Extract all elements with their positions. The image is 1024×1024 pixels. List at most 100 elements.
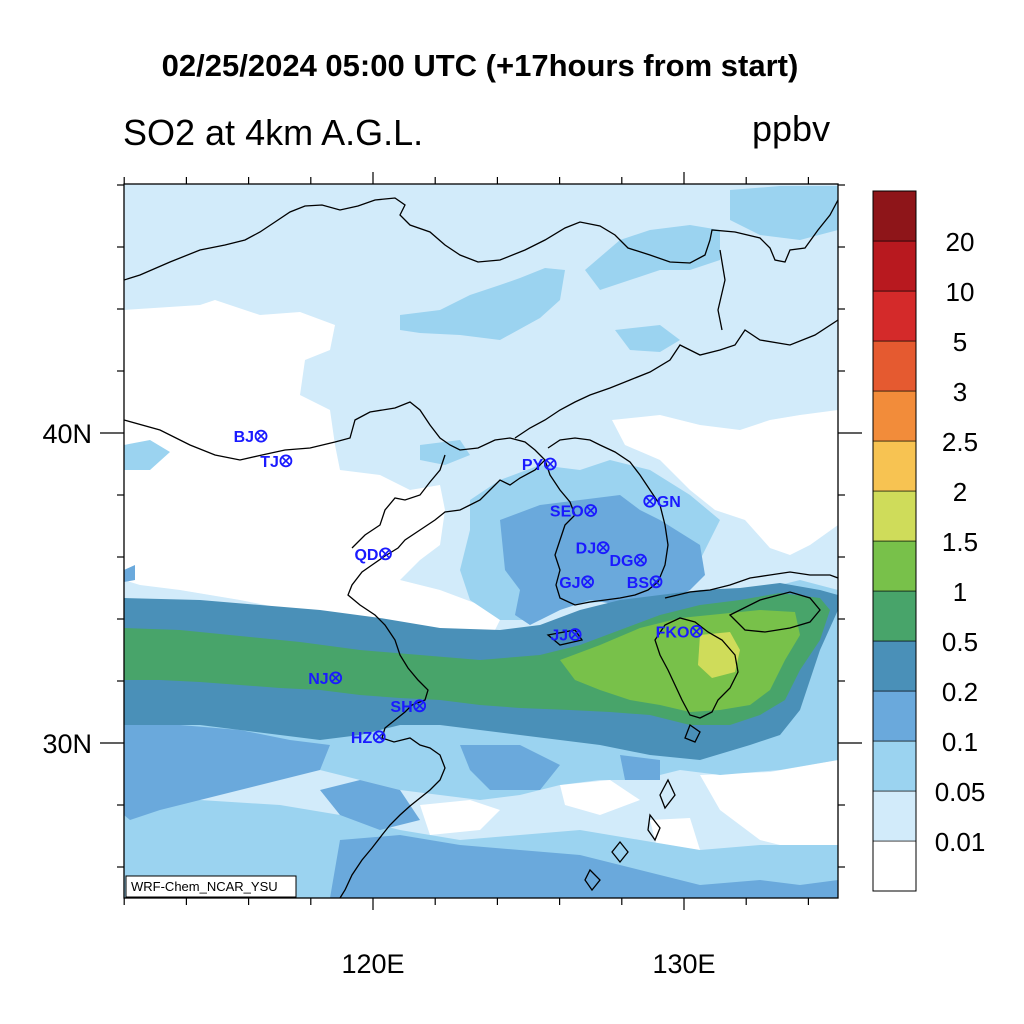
main-title: 02/25/2024 05:00 UTC (+17hours from star… <box>161 48 799 83</box>
colorbar-label: 0.5 <box>942 627 978 657</box>
light-green-region <box>560 610 800 712</box>
city-py: PY <box>522 457 557 474</box>
colorbar-box <box>872 790 917 842</box>
city-label: SH <box>390 699 412 716</box>
colorbar-label: 2.5 <box>942 427 978 457</box>
colorbar-label: 0.2 <box>942 677 978 707</box>
colorbar-box <box>872 640 917 692</box>
colorbar-box <box>872 690 917 742</box>
yellow-green-core <box>698 632 740 678</box>
y-tick-label: 30N <box>42 729 92 759</box>
city-label: JJ <box>550 628 568 645</box>
city-marker-icon <box>254 429 268 443</box>
colorbar-label: 0.01 <box>935 827 986 857</box>
city-label: DJ <box>576 541 596 558</box>
city-label: HZ <box>351 730 373 747</box>
medium-blue-regions <box>124 495 838 898</box>
colorbar-label: 0.1 <box>942 727 978 757</box>
colorbar-box <box>872 740 917 792</box>
variable-label: SO2 at 4km A.G.L. <box>123 112 424 153</box>
city-label: QD <box>354 547 378 564</box>
city-label: NJ <box>308 671 328 688</box>
colorbar-box <box>872 390 917 442</box>
colorbar-label: 3 <box>953 377 967 407</box>
city-dj: DJ <box>576 541 610 558</box>
colorbar-label: 5 <box>953 327 967 357</box>
city-label: BJ <box>234 429 254 446</box>
city-marker-icon <box>581 575 594 589</box>
city-label: GJ <box>559 575 580 592</box>
city-marker-icon <box>379 547 392 561</box>
city-marker-icon <box>643 494 657 508</box>
city-marker-cross <box>583 577 593 587</box>
city-marker-icon <box>568 628 582 641</box>
city-marker-cross <box>374 732 384 742</box>
city-marker-cross <box>380 549 390 559</box>
city-sh: SH <box>390 699 427 716</box>
city-marker-icon <box>584 504 598 517</box>
city-tj: TJ <box>260 454 293 471</box>
city-marker-cross <box>281 456 291 466</box>
city-marker-icon <box>279 454 293 468</box>
colorbar-label: 1.5 <box>942 527 978 557</box>
city-label: GN <box>657 494 681 511</box>
city-label: TJ <box>260 454 279 471</box>
city-seo: SEO <box>550 504 598 521</box>
city-label: PY <box>522 457 544 474</box>
city-bs: BS <box>627 575 663 592</box>
city-nj: NJ <box>308 671 343 688</box>
city-gn: GN <box>643 494 681 511</box>
city-bj: BJ <box>234 429 268 446</box>
colorbar-box <box>872 240 917 292</box>
units-label: ppbv <box>752 108 831 149</box>
city-marker-cross <box>256 431 266 441</box>
city-dg: DG <box>609 553 647 570</box>
city-label: BS <box>627 575 650 592</box>
colorbar-label: 10 <box>946 277 975 307</box>
colorbar-label: 20 <box>946 227 975 257</box>
city-label: SEO <box>550 504 584 521</box>
colorbar-frame <box>872 190 917 892</box>
city-marker-icon <box>634 553 647 567</box>
city-marker-cross <box>570 630 580 639</box>
colorbar: 0.01 0.05 0.1 0.2 0.5 1 1.5 2 2.5 3 5 10 20 <box>872 190 986 892</box>
city-marker-cross <box>545 459 555 469</box>
city-marker-cross <box>598 543 608 553</box>
x-tick-label: 120E <box>341 949 404 979</box>
city-marker-cross <box>415 701 425 711</box>
city-marker-cross <box>691 626 701 636</box>
city-qd: QD <box>354 547 392 564</box>
city-marker-cross <box>645 496 655 506</box>
axis-tick-labels: 120E 130E 40N 30N <box>42 419 715 979</box>
y-tick-label: 40N <box>42 419 92 449</box>
map-plot-area <box>124 184 838 898</box>
city-markers: BJ TJ PY SEO GN QD DJ DG GJ BS JJ FKO NJ SH HZ <box>234 429 703 747</box>
city-hz: HZ <box>351 730 386 747</box>
city-marker-icon <box>596 541 610 555</box>
city-marker-icon <box>649 575 663 589</box>
colorbar-box <box>872 290 917 342</box>
city-fko: FKO <box>656 624 703 641</box>
city-marker-icon <box>690 625 703 638</box>
city-marker-cross <box>331 673 341 683</box>
colorbar-label: 1 <box>953 577 967 607</box>
city-jj: JJ <box>550 628 582 645</box>
colorbar-box <box>872 590 917 642</box>
colorbar-label: 2 <box>953 477 967 507</box>
city-marker-icon <box>372 730 386 744</box>
colorbar-box <box>872 440 917 492</box>
colorbar-box <box>872 340 917 392</box>
model-credit: WRF-Chem_NCAR_YSU <box>125 875 297 898</box>
colorbar-label: 0.05 <box>935 777 986 807</box>
credit-label: WRF-Chem_NCAR_YSU <box>131 879 278 894</box>
colorbar-box <box>872 190 917 242</box>
city-marker-icon <box>329 671 343 685</box>
low-concentration-regions <box>124 300 838 860</box>
city-marker-cross <box>651 577 661 587</box>
colorbar-box <box>872 490 917 542</box>
x-tick-label: 130E <box>652 949 715 979</box>
city-marker-icon <box>413 699 427 713</box>
city-marker-cross <box>635 555 645 565</box>
axis-ticks <box>100 172 862 910</box>
